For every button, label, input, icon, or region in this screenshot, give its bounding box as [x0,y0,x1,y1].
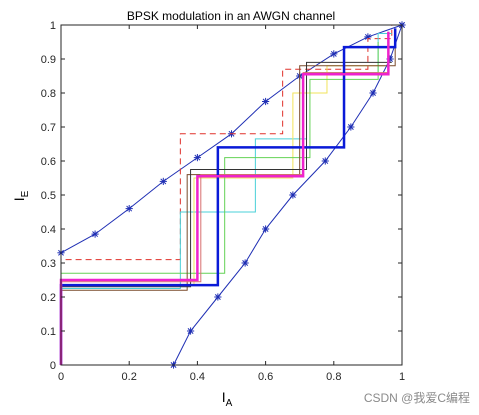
x-axis-label: IA [222,389,233,409]
series-11-line [59,31,390,365]
series-3 [60,25,393,365]
series-3-line [60,25,393,365]
y-tick-label-6: 0.5 [41,190,56,202]
y-tick-label-10: 0.9 [41,54,56,66]
x-tick-label-4: 0.6 [258,371,273,383]
y-axis-label: IE [11,190,31,201]
series-1-point-5 [193,154,201,162]
series-2-point-5 [262,225,270,233]
x-tick-label-5: 0.8 [326,371,341,383]
y-tick-label-1: 0 [50,360,56,372]
y-axis-label-base: I [11,197,27,201]
series-2-point-4 [241,259,249,267]
series-1-point-4 [159,177,167,185]
series-1-point-7 [262,97,270,106]
y-tick-label-9: 0.8 [41,88,56,100]
plot-area: 0 0.2 0.4 0.6 0.8 1 0 0.1 0.2 0.3 0.4 0.5 0.6 0.7 0.8… [41,20,406,383]
x-tick-label-6: 1 [399,371,405,383]
y-tick-label-5: 0.4 [41,224,56,236]
series-2-point-3 [214,293,222,301]
y-tick-label-7: 0.6 [41,156,56,168]
y-tick-label-11: 1 [50,20,56,32]
series-10-line [59,28,397,365]
series-2-point-9 [369,89,377,97]
x-tick-label-2: 0.2 [122,371,137,383]
series-2-point-2 [186,327,195,335]
series-6-line [60,42,379,365]
series-1-point-3 [125,205,133,213]
watermark: CSDN @我爱C编程 [364,390,470,405]
x-tick-label-3: 0.4 [190,371,205,383]
y-tick-label-2: 0.1 [41,326,56,338]
x-tick-label-1: 0 [58,371,64,383]
chart-title: BPSK modulation in an AWGN channel [127,9,335,23]
plot-frame [61,25,402,365]
series-2-point-7 [321,157,329,165]
y-axis-ticks: 0 0.1 0.2 0.3 0.4 0.5 0.6 0.7 0.8 0.9 1 [41,20,402,372]
series-2-point-8 [347,123,355,131]
y-tick-label-4: 0.3 [41,258,56,270]
series-6 [60,42,379,365]
y-tick-label-8: 0.7 [41,122,56,134]
series-10 [59,28,397,365]
x-axis-label-sub: A [226,398,233,409]
y-tick-label-3: 0.2 [41,292,56,304]
series-9 [60,31,389,365]
series-2-point-6 [289,191,297,199]
series-11 [59,31,390,365]
x-axis-ticks: 0 0.2 0.4 0.6 0.8 1 [58,25,405,383]
series-1-point-9 [330,50,338,58]
series-1-point-2 [91,230,99,238]
y-axis-label-sub: E [20,190,31,197]
series-9-line [60,31,389,365]
x-axis-label-base: I [222,389,226,405]
